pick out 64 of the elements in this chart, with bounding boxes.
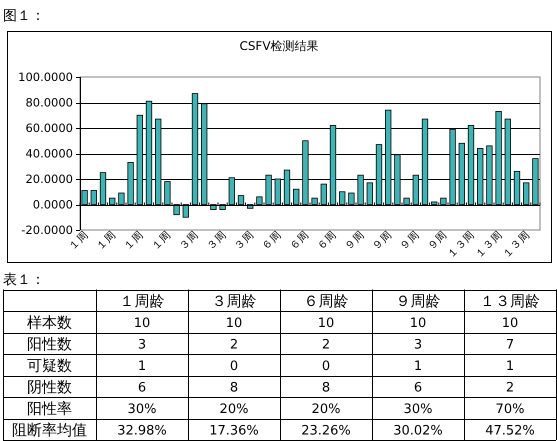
- text: 20%: [312, 402, 340, 417]
- category-label: 阴性数: [27, 378, 72, 396]
- y-tick-label: 100.0000: [18, 70, 73, 84]
- text: 8: [230, 380, 238, 396]
- category-label: 样本数: [27, 313, 72, 332]
- category-label: ９周龄: [396, 292, 440, 310]
- text: 10: [226, 316, 242, 331]
- text: 10: [134, 316, 150, 331]
- x-tick-label: ６周: [260, 228, 284, 253]
- y-tick-label: 60.0000: [25, 121, 73, 135]
- text: 10: [410, 316, 426, 331]
- text: 3: [138, 337, 146, 352]
- text: 1: [414, 358, 422, 374]
- category-label: 可疑数: [27, 356, 72, 374]
- category-label: 阳性率: [27, 399, 72, 418]
- text: 23.26%: [301, 423, 351, 438]
- text: 1: [506, 358, 514, 374]
- text: 3: [414, 337, 422, 352]
- category-label: 阻断率均值: [12, 420, 87, 439]
- y-tick-label: -20.0000: [21, 223, 73, 237]
- text: 10: [318, 316, 334, 331]
- x-tick-label: ６周: [315, 228, 340, 253]
- x-tick-label: ３周: [177, 228, 202, 253]
- category-label: ３周龄: [212, 292, 256, 310]
- text: 10: [502, 316, 518, 331]
- caption: 图１：: [3, 8, 45, 24]
- x-tick-label: ９周: [398, 228, 422, 253]
- text: 2: [322, 337, 330, 352]
- text: 70%: [496, 402, 524, 417]
- x-tick-label: ３周: [204, 228, 229, 253]
- text: 6: [414, 380, 422, 396]
- x-tick-label: １周: [149, 228, 174, 253]
- text: 2: [230, 337, 238, 352]
- y-tick-label: 40.0000: [25, 146, 73, 160]
- x-tick-label: ９周: [342, 228, 367, 253]
- y-tick-label: 0.0000: [32, 198, 73, 212]
- x-tick-label: １周: [122, 228, 146, 253]
- text: 47.52%: [485, 423, 535, 438]
- text: 1: [138, 358, 146, 374]
- text: 30%: [404, 402, 432, 417]
- x-tick-label: ９周: [425, 228, 450, 253]
- x-tick-label: ３周: [232, 228, 256, 253]
- text: 32.98%: [117, 423, 167, 438]
- text: 7: [506, 337, 514, 352]
- text: 0: [322, 358, 330, 374]
- text: 17.36%: [209, 423, 259, 438]
- y-tick-label: 80.0000: [25, 96, 73, 110]
- x-tick-label: ６周: [287, 228, 312, 253]
- text: 2: [506, 380, 514, 396]
- text: 6: [138, 380, 146, 396]
- text: 0: [230, 358, 238, 374]
- chart-title: CSFV检测结果: [239, 39, 319, 53]
- text: 30.02%: [393, 423, 443, 438]
- category-label: 阳性数: [27, 334, 72, 353]
- x-tick-label: １周: [94, 228, 118, 253]
- text: 20%: [220, 402, 248, 417]
- y-tick-label: 20.0000: [25, 172, 73, 186]
- category-label: ６周龄: [304, 292, 348, 310]
- text: 30%: [128, 402, 156, 417]
- x-tick-label: ９周: [370, 228, 394, 253]
- text: 8: [322, 380, 330, 396]
- text: 表１：: [3, 272, 45, 288]
- category-label: １３周龄: [480, 292, 540, 310]
- category-label: １周龄: [120, 292, 164, 310]
